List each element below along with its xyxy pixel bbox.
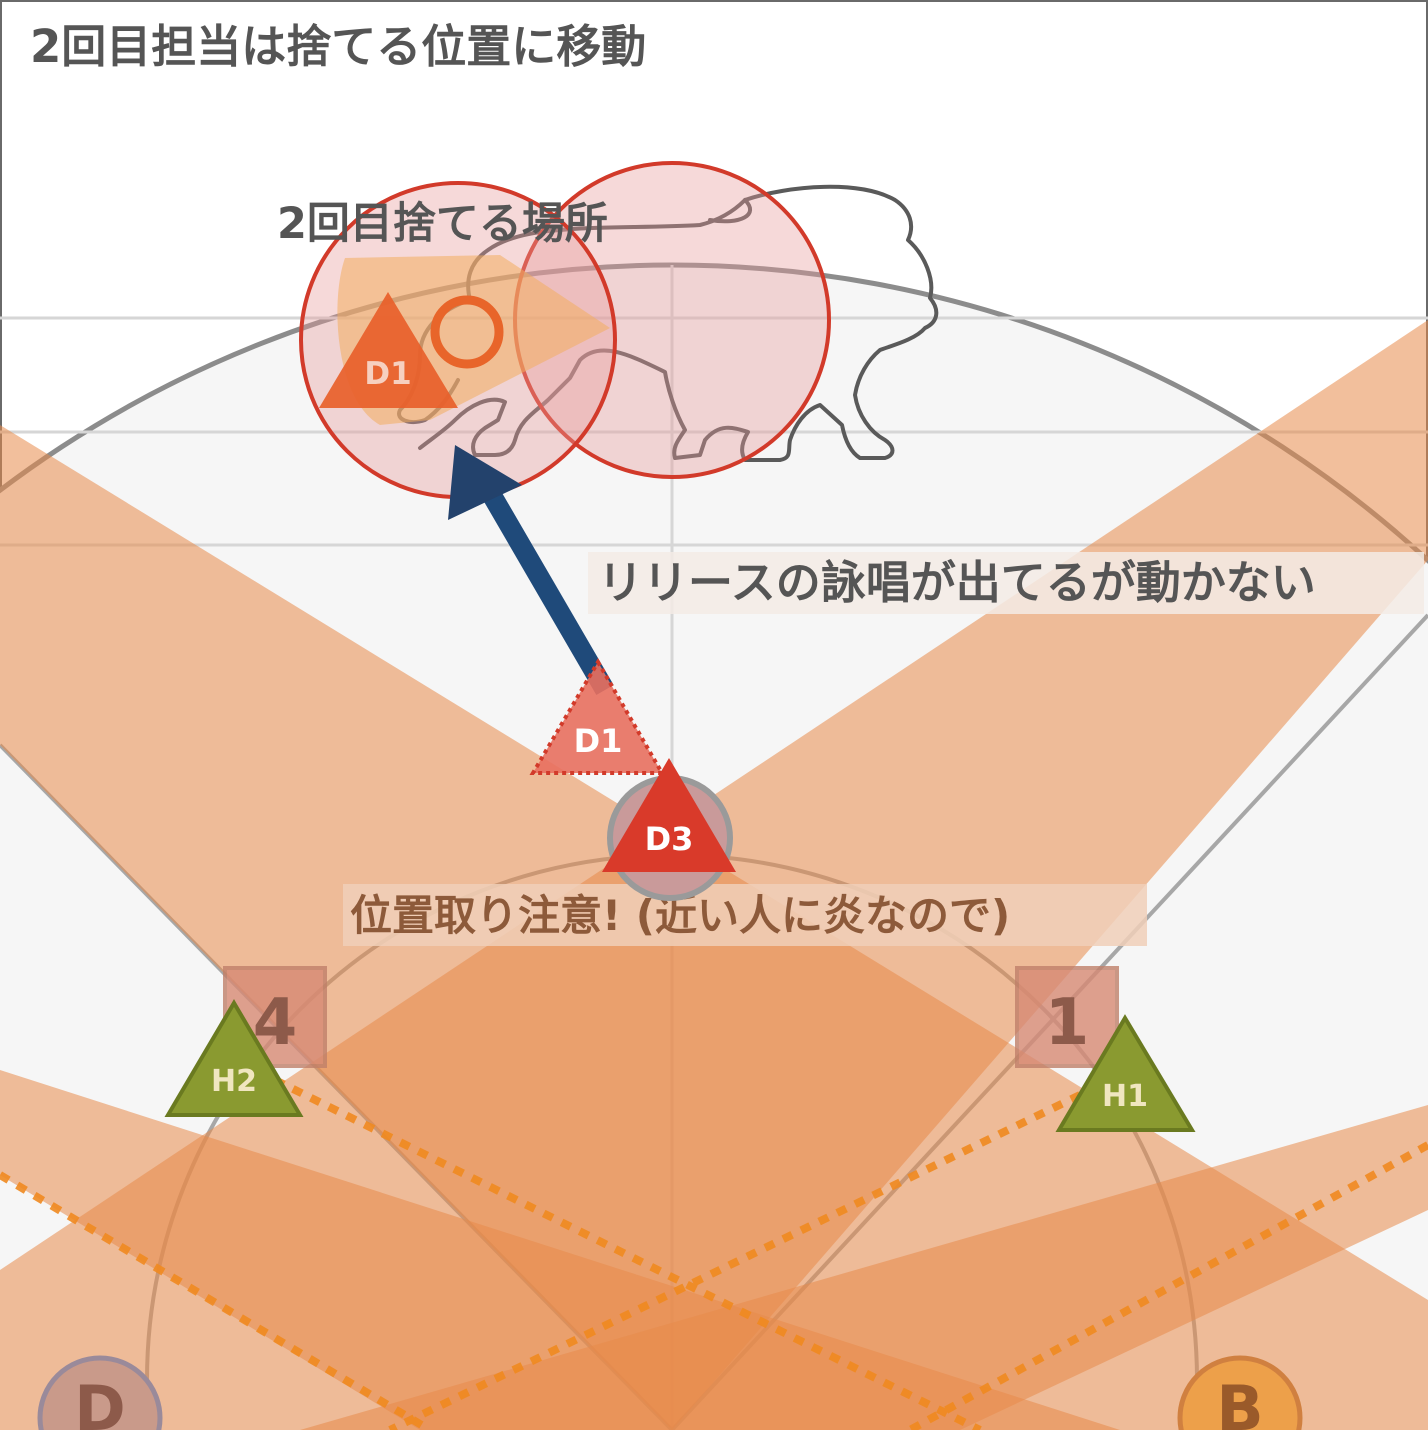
waymark-d-label: D [74,1372,125,1430]
waymarks: 4 1 D B [37,966,1303,1430]
waymark-b: B [1177,1355,1303,1430]
lion-tail-outline [708,198,753,224]
move-arrow-head [448,445,522,520]
waymark-d: D [37,1355,163,1430]
move-arrow-icon [448,445,614,696]
waymark-1-tile [1015,966,1119,1068]
player-h1: H1 [1055,1014,1196,1132]
release-note: リリースの詠唱が出てるが動かない [588,552,1424,614]
waymark-1-label: 1 [1045,986,1090,1060]
player-h2-marker [164,999,304,1117]
positioning-note: 位置取り注意! (近い人に炎なので) [343,884,1147,946]
player-h1-label: H1 [1102,1079,1148,1114]
player-d3-label: D3 [645,820,694,858]
tether-line [388,1091,1082,1430]
player-d1-current-label: D1 [574,722,623,760]
player-d3: D3 [602,758,736,901]
positioning-note-bg [343,884,1147,946]
discard-place-label: 2回目捨てる場所 [277,199,608,249]
player-d1-current-marker [529,658,666,775]
release-note-bg [588,552,1424,614]
player-h2-label: H2 [211,1064,257,1099]
release-note-text: リリースの詠唱が出てるが動かない [598,556,1316,609]
player-h1-marker [1055,1014,1196,1132]
lion-body-outline [418,184,939,462]
discard-ring [430,295,504,369]
waymark-b-circle [1177,1355,1303,1430]
move-arrow-shaft [474,474,614,696]
flame-cone [300,1105,1428,1430]
waymark-4: 4 [223,966,327,1068]
waymark-d-circle [37,1355,163,1430]
waymark-1: 1 [1015,966,1119,1068]
player-d1-current: D1 [529,658,666,775]
player-h2: H2 [164,999,304,1117]
page-title: 2回目担当は捨てる位置に移動 [30,20,646,73]
tether-line [0,1171,433,1430]
tethers [0,1076,1428,1430]
player-d1-target-label: D1 [364,356,411,392]
player-d3-marker [602,758,736,872]
player-d1-target: D1 [319,292,458,408]
player-d1-target-marker [319,292,458,408]
waymark-b-label: B [1216,1372,1263,1430]
